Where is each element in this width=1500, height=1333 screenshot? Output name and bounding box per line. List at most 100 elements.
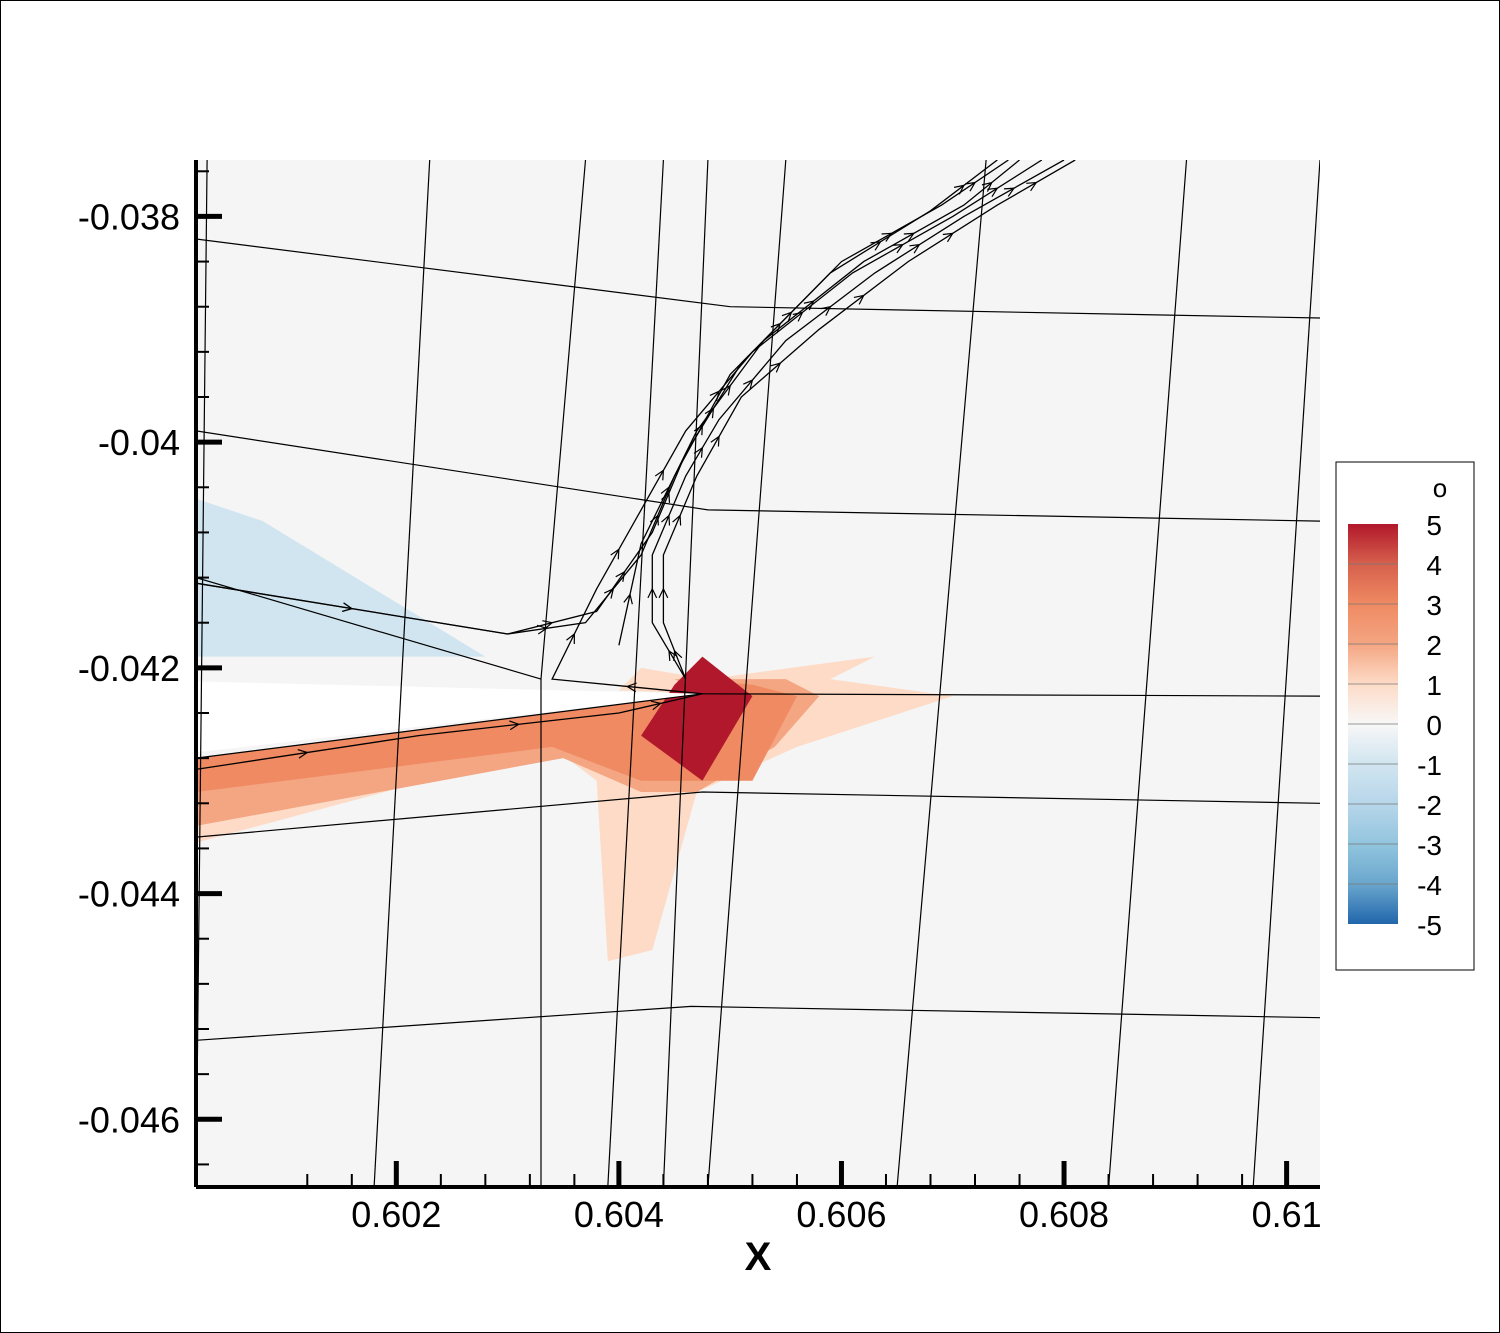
x-ticks: 0.602 0.604 0.606 0.608 0.61 bbox=[306, 1161, 1322, 1235]
streamline-arrow bbox=[693, 446, 704, 458]
mesh-line-14 bbox=[1108, 160, 1188, 1187]
mesh-line-15 bbox=[1252, 160, 1320, 1187]
streamline-4 bbox=[662, 160, 1076, 680]
legend-swatch bbox=[1348, 844, 1398, 884]
streamline-arrow bbox=[661, 514, 671, 526]
mesh-line-10 bbox=[607, 160, 664, 1187]
streamline-arrow bbox=[566, 632, 575, 645]
mesh-line-5 bbox=[196, 791, 1320, 838]
x-tick-label: 0.604 bbox=[574, 1194, 664, 1235]
mesh-line-3 bbox=[702, 693, 1320, 697]
legend-swatch bbox=[1348, 724, 1398, 764]
streamline-arrow bbox=[792, 311, 804, 322]
streamline-arrow bbox=[623, 593, 633, 605]
legend-label: -2 bbox=[1417, 790, 1442, 821]
legend-label: 4 bbox=[1426, 550, 1442, 581]
legend-label: 2 bbox=[1426, 630, 1442, 661]
streamline-arrow bbox=[881, 232, 893, 242]
streamline-arrow bbox=[610, 548, 620, 560]
streamline-arrow bbox=[743, 379, 754, 390]
legend-swatch bbox=[1348, 524, 1398, 564]
mesh-line-8 bbox=[373, 160, 431, 1187]
legend-colorbar bbox=[1348, 524, 1398, 924]
legend-swatch bbox=[1348, 564, 1398, 604]
mesh-line-6 bbox=[196, 1005, 1320, 1041]
x-tick-label: 0.61 bbox=[1252, 1194, 1322, 1235]
x-tick-label: 0.606 bbox=[796, 1194, 886, 1235]
streamline-arrow bbox=[942, 232, 954, 243]
streamline-arrow bbox=[770, 362, 782, 373]
mesh-line-0 bbox=[196, 238, 1320, 319]
airfoil-body bbox=[196, 681, 703, 753]
streamline-arrow bbox=[603, 587, 615, 599]
legend-swatch bbox=[1348, 764, 1398, 804]
streamline-arrow bbox=[625, 682, 637, 693]
streamline-arrow bbox=[820, 305, 832, 316]
streamline-arrow bbox=[892, 243, 904, 254]
y-tick-label: -0.046 bbox=[78, 1099, 180, 1140]
legend-label: -4 bbox=[1417, 870, 1442, 901]
mesh-lines bbox=[196, 160, 1320, 1187]
legend-label: 3 bbox=[1426, 590, 1442, 621]
streamline-arrow bbox=[297, 748, 309, 759]
legend-label: -5 bbox=[1417, 910, 1442, 941]
mesh-line-4 bbox=[196, 693, 703, 759]
legend-label: 0 bbox=[1426, 710, 1442, 741]
airfoil-trailing-edge bbox=[196, 681, 703, 753]
mesh-line-1 bbox=[196, 430, 1320, 522]
mesh-line-11 bbox=[662, 160, 709, 1187]
legend-label: -1 bbox=[1417, 750, 1442, 781]
streamline-arrow bbox=[672, 514, 682, 526]
streamlines bbox=[196, 160, 1076, 771]
streamline-arrow bbox=[647, 587, 658, 599]
streamline-arrow bbox=[1003, 187, 1016, 197]
mesh-line-2 bbox=[196, 577, 542, 680]
x-tick-label: 0.608 bbox=[1019, 1194, 1109, 1235]
streamline-arrow bbox=[987, 187, 999, 198]
y-tick-label: -0.04 bbox=[98, 422, 180, 463]
legend-swatch bbox=[1348, 604, 1398, 644]
legend-swatch bbox=[1348, 684, 1398, 724]
streamline-arrow bbox=[509, 720, 521, 731]
streamline-arrow bbox=[615, 570, 626, 582]
y-tick-label: -0.042 bbox=[78, 648, 180, 689]
x-tick-label: 0.602 bbox=[351, 1194, 441, 1235]
streamline-5 bbox=[551, 160, 1043, 695]
streamline-arrow bbox=[650, 700, 662, 711]
streamline-arrow bbox=[803, 300, 815, 311]
legend-swatch bbox=[1348, 644, 1398, 684]
legend-label: 1 bbox=[1426, 670, 1442, 701]
streamline-3 bbox=[651, 160, 1065, 680]
axes: 0.602 0.604 0.606 0.608 0.61 -0.038-0.04-0.0… bbox=[78, 160, 1322, 1279]
streamline-arrow bbox=[660, 486, 670, 498]
y-tick-label: -0.038 bbox=[78, 196, 180, 237]
contour-region-2 bbox=[196, 679, 797, 792]
legend-swatch bbox=[1348, 804, 1398, 844]
streamline-arrow bbox=[342, 602, 354, 613]
contour-region-3 bbox=[641, 656, 753, 781]
mesh-line-13 bbox=[896, 160, 987, 1187]
streamline-arrow bbox=[903, 232, 916, 242]
streamline-arrow bbox=[709, 390, 720, 402]
mesh-line-9 bbox=[540, 160, 587, 1187]
streamline-arrow bbox=[658, 587, 669, 599]
plot-area bbox=[196, 160, 1320, 1187]
legend: o 5 4 3 2 1 0 -1 -2 -3 -4 -5 bbox=[1335, 461, 1475, 971]
streamline-arrow bbox=[853, 294, 865, 305]
streamline-2 bbox=[618, 160, 1020, 646]
streamline-arrow bbox=[965, 181, 977, 192]
legend-labels: 5 4 3 2 1 0 -1 -2 -3 -4 -5 bbox=[1417, 510, 1442, 941]
streamline-arrow bbox=[909, 243, 921, 254]
y-ticks: -0.038 -0.04 -0.042 -0.044 -0.046 bbox=[78, 170, 222, 1166]
y-tick-label: -0.044 bbox=[78, 874, 180, 915]
legend-label: -3 bbox=[1417, 830, 1442, 861]
streamline-arrow bbox=[710, 435, 720, 447]
streamline-arrow bbox=[1026, 181, 1038, 192]
streamline-arrow bbox=[542, 620, 554, 630]
streamline-arrow bbox=[654, 469, 665, 481]
legend-title: o bbox=[1433, 473, 1447, 503]
streamline-arrow bbox=[673, 649, 683, 661]
legend-swatch bbox=[1348, 884, 1398, 924]
contour-fills bbox=[196, 498, 953, 962]
